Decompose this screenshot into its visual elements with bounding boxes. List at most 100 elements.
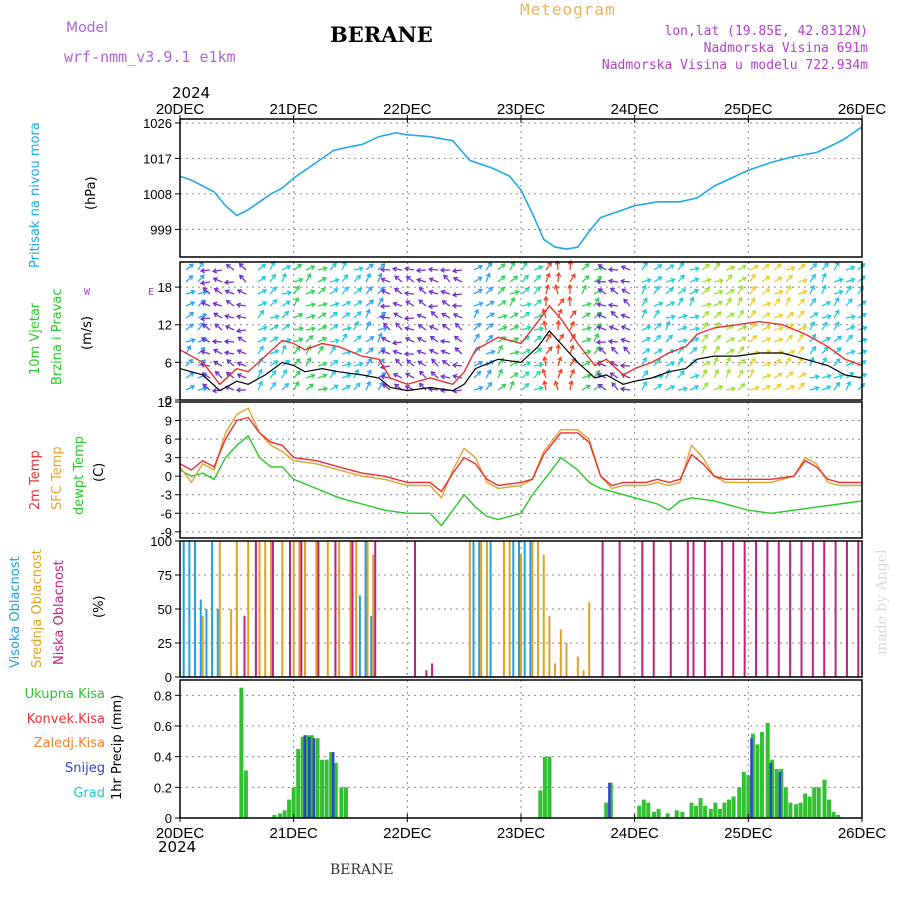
wind-arrow-head xyxy=(416,277,422,283)
precip-total-bar xyxy=(547,756,552,818)
wind-arrow xyxy=(353,275,361,283)
wind-arrow xyxy=(821,262,829,271)
wind-arrow-head xyxy=(679,274,685,280)
wind-arrow-head xyxy=(681,288,687,293)
wind-arrow-head xyxy=(356,311,362,316)
wind-arrow xyxy=(509,291,519,295)
wind-arrow xyxy=(665,315,675,319)
wind-arrow xyxy=(608,340,619,343)
precip-total-bar xyxy=(287,799,292,818)
wind-arrow-head xyxy=(223,279,229,286)
wind-arrow-head xyxy=(776,383,782,389)
wind-arrow-head xyxy=(726,297,732,303)
wind-arrow xyxy=(725,349,735,355)
wind-arrow xyxy=(317,362,327,367)
y-tick-label: 18 xyxy=(158,280,172,295)
wind-arrow-head xyxy=(377,332,383,338)
wind-arrow xyxy=(225,351,235,355)
wind-arrow-head xyxy=(322,386,329,392)
wind-arrow-head xyxy=(619,363,625,369)
wind-arrow-head xyxy=(778,325,784,332)
wind-arrow xyxy=(257,346,264,355)
wind-arrow xyxy=(725,298,732,307)
wind-arrow xyxy=(701,287,710,295)
wind-arrow-head xyxy=(740,382,746,388)
wind-arrow-head xyxy=(225,264,231,269)
wind-arrow-head xyxy=(585,360,591,366)
wind-arrow-head xyxy=(358,266,364,272)
wind-arrow xyxy=(809,263,817,271)
wind-arrow-head xyxy=(849,372,855,377)
wind-arrow-head xyxy=(810,320,816,327)
wind-arrow-head xyxy=(718,278,725,284)
wind-arrow-head xyxy=(354,320,360,326)
wind-arrow xyxy=(257,337,267,343)
wind-arrow-head xyxy=(542,320,548,326)
wind-arrow xyxy=(797,290,807,295)
wind-arrow xyxy=(533,327,543,331)
wind-arrow-head xyxy=(190,337,196,344)
wind-arrow-head xyxy=(567,283,573,289)
wind-arrow xyxy=(809,298,816,307)
wind-arrow xyxy=(225,315,235,319)
wind-arrow xyxy=(569,321,575,331)
wind-arrow xyxy=(620,388,631,391)
wind-arrow-head xyxy=(500,275,506,281)
wind-arrow-head xyxy=(189,311,195,317)
precip-total-bar xyxy=(542,756,547,818)
wind-arrow xyxy=(593,333,599,343)
wind-arrow xyxy=(429,290,439,295)
wind-arrow-head xyxy=(790,349,796,355)
wind-arrow xyxy=(599,347,607,355)
precip-total-bar xyxy=(641,799,646,818)
wind-arrow xyxy=(761,325,771,331)
wind-arrow-head xyxy=(730,265,736,271)
x-tick-label: 24DEC xyxy=(610,101,659,118)
watermark: made by Angel xyxy=(874,549,890,656)
wind-arrow xyxy=(269,261,275,271)
wind-arrow-head xyxy=(488,334,494,340)
wind-arrow xyxy=(653,348,663,355)
precip-total-bar xyxy=(770,759,775,818)
wind-arrow-head xyxy=(383,322,388,328)
wind-arrow-head xyxy=(811,333,817,339)
wind-arrow xyxy=(382,383,391,391)
wind-arrow xyxy=(555,285,559,295)
model-name: wrf-nmm_v3.9.1 e1km xyxy=(64,48,236,66)
wind-arrow xyxy=(392,341,403,344)
wind-arrow-head xyxy=(273,360,279,365)
wind-arrow-head xyxy=(610,310,616,316)
wind-arrow xyxy=(213,312,223,319)
wind-arrow xyxy=(405,327,415,331)
wind-arrow xyxy=(610,372,619,379)
wind-arrow xyxy=(620,280,631,283)
wind-arrow-head xyxy=(694,277,700,283)
wind-arrow xyxy=(521,303,531,307)
wind-arrow xyxy=(237,303,247,307)
wind-arrow-head xyxy=(689,296,695,302)
wind-arrow xyxy=(785,285,792,295)
wind-arrow-head xyxy=(670,277,676,284)
wind-arrow xyxy=(773,359,781,367)
wind-arrow-head xyxy=(416,349,422,355)
wind-arrow xyxy=(341,351,351,355)
wind-arrow-head xyxy=(235,314,242,320)
precip-total-bar xyxy=(731,796,736,818)
wind-arrow-head xyxy=(620,313,626,319)
wind-arrow xyxy=(809,357,814,367)
wind-arrow xyxy=(785,297,791,307)
wind-arrow-head xyxy=(478,264,484,270)
wind-arrow-head xyxy=(237,336,243,342)
precip-snow-bar xyxy=(331,752,335,818)
wind-arrow xyxy=(773,383,782,391)
x-tick-label: 26DEC xyxy=(838,101,887,118)
wind-arrow xyxy=(202,323,211,331)
wind-arrow xyxy=(809,346,817,355)
wind-arrow xyxy=(185,263,194,271)
wind-arrow xyxy=(821,315,831,319)
wind-arrow xyxy=(581,327,591,331)
precip-total-bar xyxy=(755,744,760,818)
wind-arrow xyxy=(797,357,803,367)
wind-arrow-head xyxy=(553,284,560,290)
wind-arrow-head xyxy=(643,370,649,376)
